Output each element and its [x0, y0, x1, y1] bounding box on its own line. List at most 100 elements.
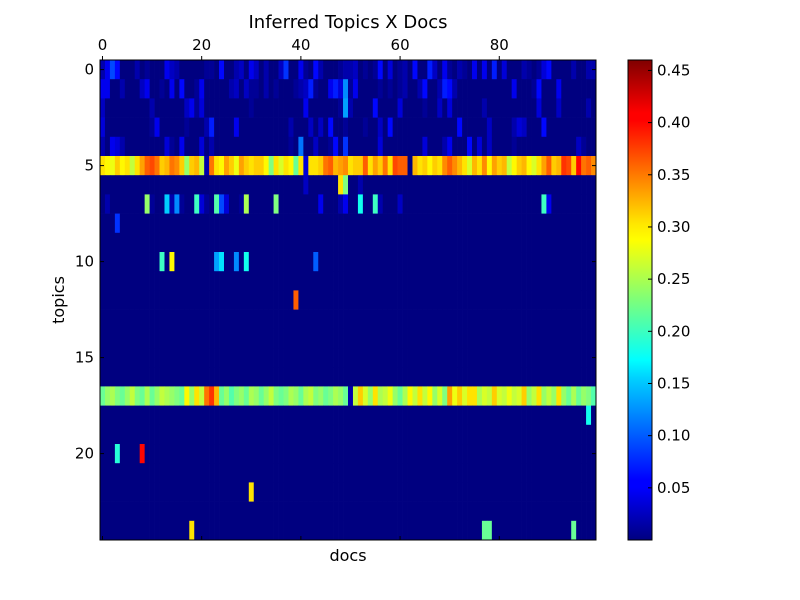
heatmap-cell: [288, 79, 294, 99]
heatmap-cell: [467, 444, 473, 464]
heatmap-cell: [571, 232, 577, 253]
heatmap-cell: [149, 405, 155, 426]
heatmap-cell: [362, 79, 369, 99]
heatmap-cell: [422, 309, 428, 330]
heatmap-cell: [561, 424, 567, 445]
heatmap-cell: [114, 405, 121, 426]
heatmap-cell: [323, 252, 329, 272]
heatmap-cell: [263, 424, 269, 445]
heatmap-cell: [303, 136, 309, 157]
heatmap-cell: [243, 175, 250, 195]
heatmap-cell: [481, 213, 488, 234]
heatmap-cell: [457, 348, 463, 368]
heatmap-cell: [338, 405, 344, 426]
heatmap-cell: [412, 271, 418, 291]
heatmap-cell: [194, 405, 200, 426]
heatmap-cell: [164, 328, 170, 349]
heatmap-cell: [164, 367, 170, 387]
heatmap-cell: [298, 117, 304, 138]
heatmap-cell: [372, 386, 379, 406]
heatmap-cell: [581, 290, 587, 310]
heatmap-cell: [278, 213, 284, 234]
heatmap-cell: [486, 463, 493, 483]
heatmap-cell: [576, 482, 582, 502]
heatmap-cell: [516, 348, 522, 368]
heatmap-cell: [348, 386, 354, 406]
heatmap-cell: [139, 309, 145, 330]
heatmap-cell: [214, 444, 220, 464]
heatmap-cell: [546, 136, 552, 157]
heatmap-cell: [581, 444, 587, 464]
heatmap-cell: [298, 98, 304, 118]
heatmap-cell: [303, 60, 309, 80]
heatmap-cell: [506, 252, 513, 272]
heatmap-cell: [243, 328, 250, 349]
heatmap-cell: [422, 117, 428, 138]
heatmap-cell: [199, 482, 205, 502]
heatmap-cell: [491, 194, 498, 214]
heatmap-cell: [581, 194, 587, 214]
heatmap-cell: [124, 136, 131, 157]
heatmap-cell: [382, 175, 389, 195]
heatmap-cell: [174, 424, 180, 445]
heatmap-cell: [566, 328, 572, 349]
heatmap-cell: [581, 520, 587, 541]
heatmap-cell: [476, 79, 483, 99]
heatmap-cell: [194, 463, 200, 483]
heatmap-cell: [382, 309, 389, 330]
heatmap-cell: [278, 194, 284, 214]
heatmap-cell: [318, 271, 324, 291]
heatmap-cell: [486, 117, 493, 138]
heatmap-cell: [209, 156, 215, 176]
heatmap-cell: [392, 213, 398, 234]
heatmap-cell: [258, 463, 265, 483]
heatmap-cell: [467, 156, 473, 176]
heatmap-cell: [343, 501, 349, 522]
heatmap-cell: [437, 444, 443, 464]
heatmap-cell: [298, 444, 304, 464]
heatmap-cell: [194, 98, 200, 118]
heatmap-cell: [556, 79, 562, 99]
heatmap-cell: [357, 328, 364, 349]
heatmap-cell: [233, 79, 240, 99]
heatmap-cell: [576, 386, 582, 406]
heatmap-cell: [586, 424, 592, 445]
heatmap-cell: [248, 175, 255, 195]
heatmap-cell: [338, 520, 344, 541]
heatmap-cell: [104, 520, 111, 541]
heatmap-cell: [407, 290, 413, 310]
heatmap-cell: [283, 386, 289, 406]
heatmap-cell: [328, 328, 334, 349]
heatmap-cell: [496, 98, 503, 118]
heatmap-cell: [224, 117, 230, 138]
heatmap-cell: [496, 175, 503, 195]
heatmap-cell: [452, 175, 458, 195]
heatmap-cell: [442, 482, 448, 502]
heatmap-cell: [303, 290, 309, 310]
heatmap-cell: [536, 501, 542, 522]
heatmap-cell: [491, 463, 498, 483]
heatmap-cell: [472, 386, 478, 406]
heatmap-cell: [174, 290, 180, 310]
heatmap-cell: [298, 79, 304, 99]
heatmap-cell: [338, 271, 344, 291]
heatmap-cell: [333, 348, 339, 368]
heatmap-cell: [536, 405, 542, 426]
heatmap-cell: [273, 60, 279, 80]
heatmap-cell: [511, 463, 517, 483]
heatmap-cell: [268, 60, 274, 80]
heatmap-cell: [228, 213, 235, 234]
heatmap-cell: [417, 328, 423, 349]
heatmap-cell: [104, 271, 111, 291]
heatmap-cell: [481, 367, 488, 387]
heatmap-cell: [338, 501, 344, 522]
heatmap-cell: [486, 213, 493, 234]
x-tick-label: 60: [391, 36, 410, 54]
heatmap-cell: [541, 405, 547, 426]
heatmap-cell: [104, 463, 111, 483]
heatmap-cell: [204, 309, 210, 330]
heatmap-cell: [521, 328, 527, 349]
heatmap-cell: [308, 79, 314, 99]
heatmap-cell: [119, 79, 126, 99]
heatmap-cell: [392, 463, 398, 483]
